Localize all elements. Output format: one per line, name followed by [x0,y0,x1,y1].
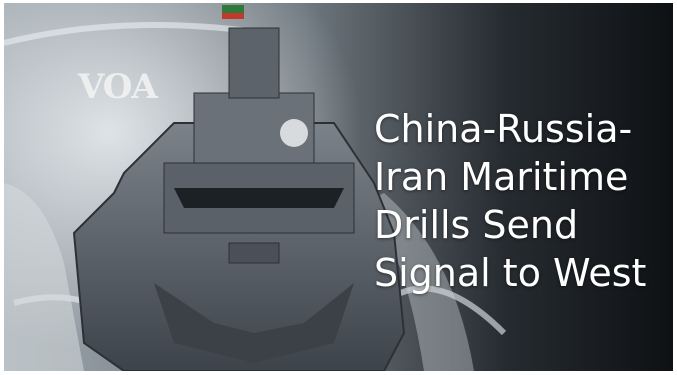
photo-frame: VOA China-Russia- Iran Maritime Drills S… [4,3,673,371]
mast [228,27,280,99]
headline-line-3: Drills Send [374,203,579,247]
headline-line-1: China-Russia- [374,107,633,151]
wake-foam-left [4,183,84,371]
headline-line-4: Signal to West [374,251,647,295]
headline: China-Russia- Iran Maritime Drills Send … [374,105,669,297]
deck-gun [228,242,280,264]
headline-line-2: Iran Maritime [374,155,629,199]
ship-bow [154,283,354,363]
voa-logo: VOA [78,67,158,107]
warship-photo [4,3,673,371]
bridge-windows [174,188,344,208]
radar-dome [280,119,308,147]
flag-red-band [222,13,244,19]
